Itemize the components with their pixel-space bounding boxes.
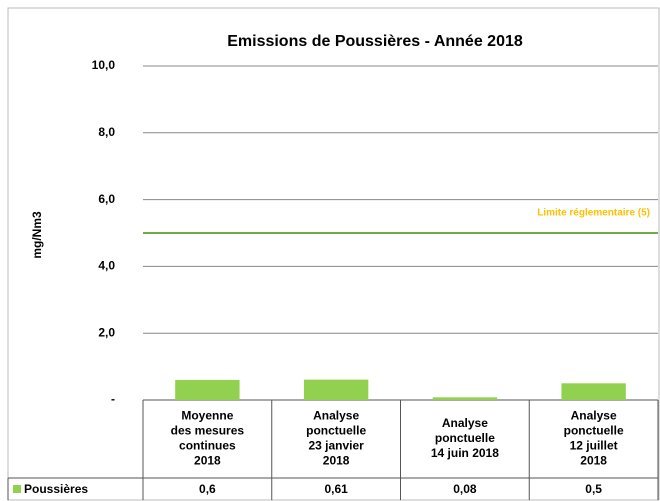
value-label: 0,61 <box>324 482 348 496</box>
y-tick-label: - <box>111 392 115 406</box>
value-label: 0,5 <box>585 482 602 496</box>
limit-label: Limite réglementaire (5) <box>537 208 650 219</box>
bar <box>175 379 240 400</box>
y-tick-label: 4,0 <box>98 259 115 273</box>
value-label: 0,08 <box>453 482 477 496</box>
legend-swatch <box>13 485 21 493</box>
chart-frame <box>7 7 660 501</box>
x-tick-label: Analyse ponctuelle 14 juin 2018 <box>431 416 499 460</box>
x-tick-label: Analyse ponctuelle 12 juillet 2018 <box>564 409 624 468</box>
bar <box>432 397 498 400</box>
bar <box>561 383 626 400</box>
legend-label: Poussières <box>24 482 88 496</box>
y-tick-label: 8,0 <box>98 125 115 139</box>
x-tick-label: Moyenne des mesures continues 2018 <box>171 409 245 468</box>
y-tick-label: 6,0 <box>98 192 115 206</box>
value-label: 0,6 <box>199 482 216 496</box>
chart-title: Emissions de Poussières - Année 2018 <box>227 33 523 50</box>
y-tick-label: 2,0 <box>98 325 115 339</box>
bar <box>303 379 369 400</box>
y-axis-label: mg/Nm3 <box>30 211 44 259</box>
x-tick-label: Analyse ponctuelle 23 janvier 2018 <box>306 409 366 468</box>
y-tick-label: 10,0 <box>92 58 116 72</box>
